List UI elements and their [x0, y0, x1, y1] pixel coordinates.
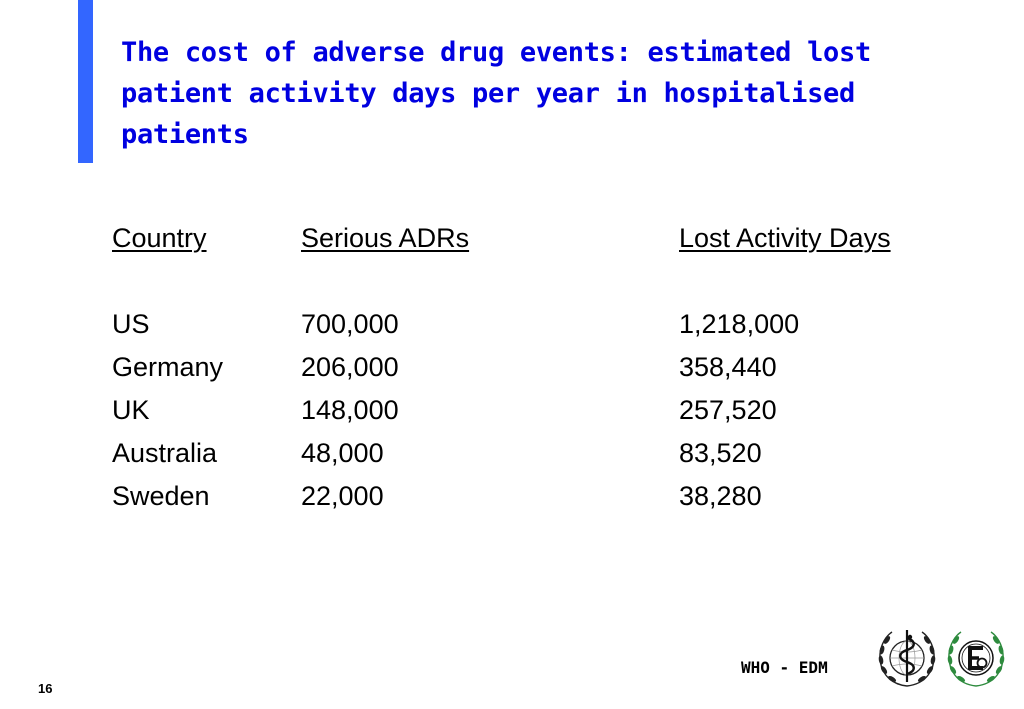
title-accent-bar [78, 0, 93, 163]
header-serious-adrs: Serious ADRs [301, 223, 470, 253]
cell-lost-activity-days: 38,280 [679, 481, 762, 511]
cell-country: US [112, 309, 150, 339]
edm-emblem-icon [947, 631, 1005, 687]
page-number: 16 [38, 681, 53, 696]
cell-serious-adrs: 22,000 [301, 481, 384, 511]
cell-country: Australia [112, 438, 218, 468]
cell-serious-adrs: 206,000 [301, 352, 399, 382]
table-row: Sweden 22,000 38,280 [112, 475, 959, 518]
slide-title: The cost of adverse drug events: estimat… [121, 37, 871, 150]
table-header-row: Country Serious ADRs Lost Activity Days [112, 217, 959, 260]
table-row: Germany 206,000 358,440 [112, 346, 959, 389]
header-country: Country [112, 223, 207, 253]
cell-lost-activity-days: 83,520 [679, 438, 762, 468]
table-row: US 700,000 1,218,000 [112, 303, 959, 346]
adr-cost-table: Country Serious ADRs Lost Activity Days … [112, 217, 959, 518]
cell-country: Sweden [112, 481, 210, 511]
cell-lost-activity-days: 358,440 [679, 352, 777, 382]
table-row: Australia 48,000 83,520 [112, 432, 959, 475]
table-row: UK 148,000 257,520 [112, 389, 959, 432]
header-lost-activity-days: Lost Activity Days [679, 223, 891, 253]
cell-lost-activity-days: 257,520 [679, 395, 777, 425]
cell-serious-adrs: 148,000 [301, 395, 399, 425]
cell-serious-adrs: 700,000 [301, 309, 399, 339]
footer-organisation: WHO - EDM [741, 658, 828, 677]
cell-serious-adrs: 48,000 [301, 438, 384, 468]
who-emblem-icon [878, 630, 936, 687]
cell-country: UK [112, 395, 150, 425]
cell-lost-activity-days: 1,218,000 [679, 309, 800, 339]
cell-country: Germany [112, 352, 224, 382]
